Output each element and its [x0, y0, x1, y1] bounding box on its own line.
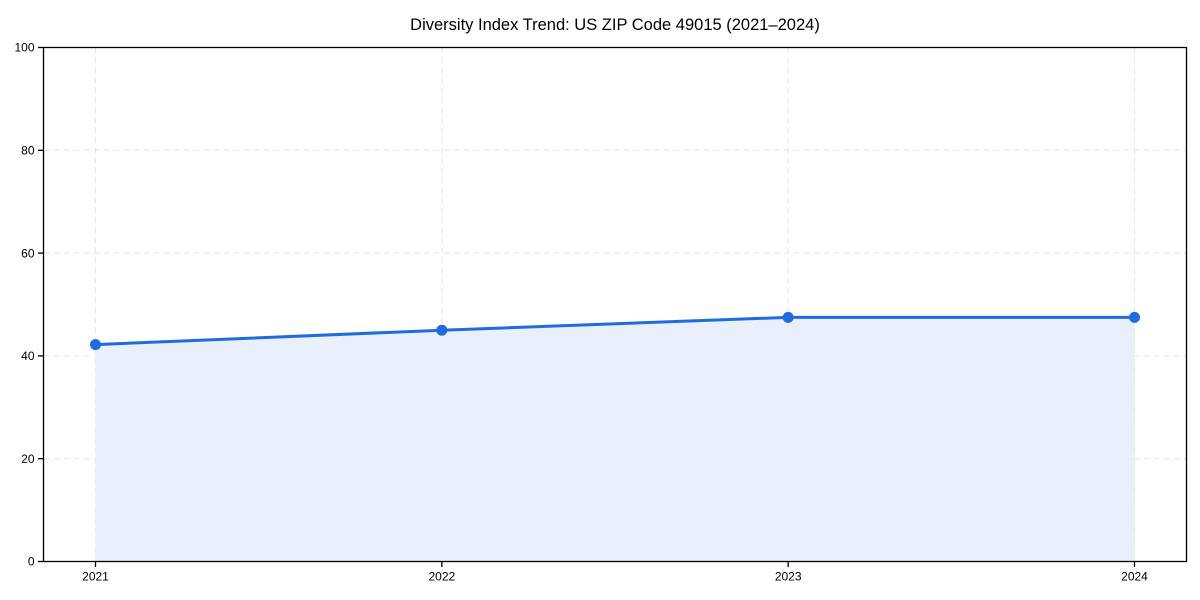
y-tick-label: 80	[21, 144, 35, 158]
chart-title: Diversity Index Trend: US ZIP Code 49015…	[410, 16, 820, 34]
x-tick-label: 2021	[82, 570, 109, 584]
y-tick-label: 100	[14, 41, 34, 55]
y-tick-label: 40	[21, 349, 35, 363]
area-fill	[95, 317, 1135, 562]
data-point-2024	[1129, 311, 1140, 323]
y-tick-label: 60	[21, 246, 35, 260]
data-point-2021	[90, 339, 101, 351]
y-tick-label: 20	[21, 452, 35, 466]
data-point-2022	[436, 324, 448, 336]
chart-plot-area: 0 20 40 60 80 100 2021 2022 2023 2024	[14, 41, 1188, 584]
x-tick-label: 2023	[775, 570, 802, 584]
plot-frame	[42, 46, 1188, 563]
x-tick-label: 2022	[428, 570, 455, 584]
data-point-2023	[782, 311, 794, 323]
x-tick-label: 2024	[1121, 570, 1148, 584]
y-tick-label: 0	[28, 555, 35, 569]
trend-line	[94, 315, 1136, 347]
